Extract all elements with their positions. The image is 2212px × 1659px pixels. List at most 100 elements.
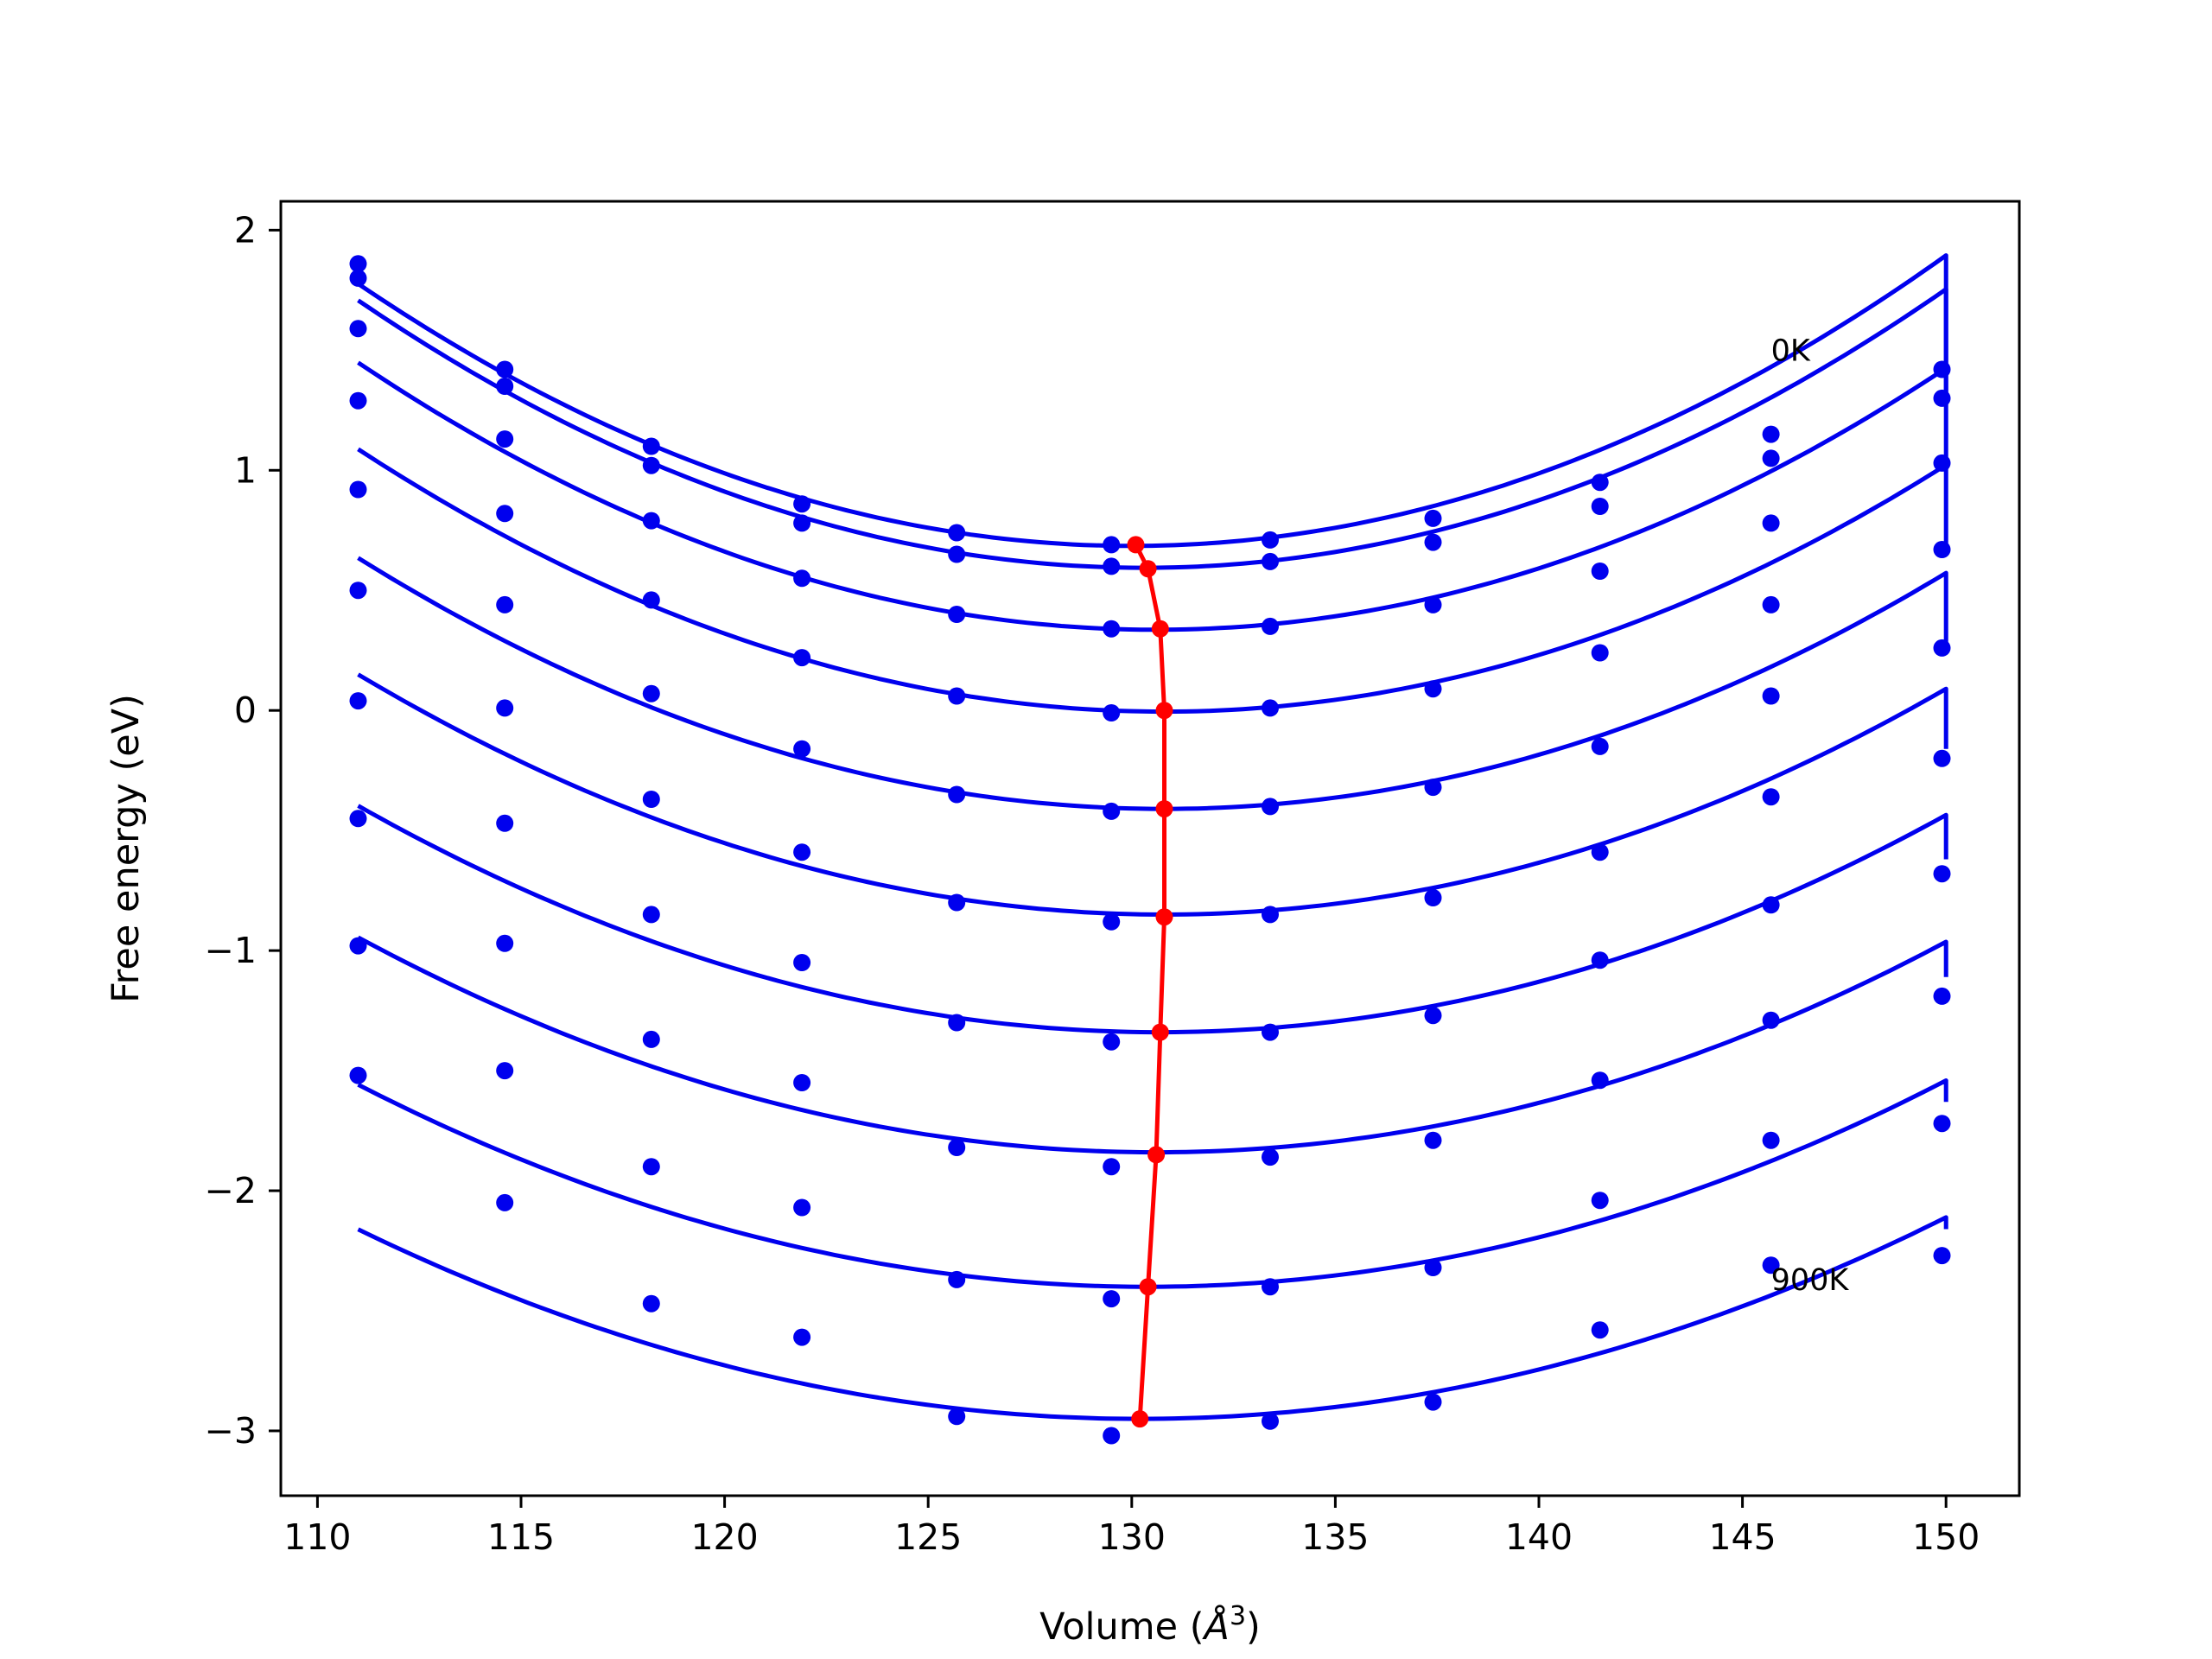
data-points: [349, 255, 1951, 1445]
data-point-s10-11: [1933, 1247, 1951, 1265]
data-point-s7-3: [642, 906, 660, 924]
minimum-point-5: [1155, 800, 1173, 818]
data-point-s2-4: [793, 514, 811, 532]
data-point-s10-6: [1103, 1427, 1121, 1445]
plot-area-frame: [279, 200, 2021, 1497]
minimum-point-2: [1139, 560, 1157, 578]
data-point-s5-10: [1762, 687, 1780, 705]
data-point-s10-1: [349, 1066, 367, 1084]
minimum-point-6: [1155, 908, 1173, 926]
data-point-s2-9: [1591, 498, 1609, 515]
fit-curve-7: [357, 804, 1948, 1035]
x-tick-label: 135: [1301, 1516, 1369, 1558]
data-point-s4-11: [1933, 541, 1951, 558]
data-point-s2-6: [1103, 557, 1121, 575]
data-point-s9-5: [948, 1270, 966, 1288]
data-point-s5-1: [349, 480, 367, 499]
minimum-point-3: [1151, 620, 1169, 638]
data-point-s6-9: [1591, 843, 1609, 861]
data-point-s10-2: [496, 1193, 514, 1211]
x-tick-label: 145: [1708, 1516, 1776, 1558]
x-axis-ticks: 110 115 120 125 130 135 140 145 150: [283, 1496, 1980, 1558]
data-point-s1-1: [349, 255, 367, 273]
data-point-s3-2: [496, 430, 514, 448]
annotation-label-1: 0K: [1771, 334, 1811, 368]
data-point-s5-11: [1933, 639, 1951, 657]
data-point-s3-8: [1424, 595, 1442, 613]
data-point-s5-7: [1262, 798, 1279, 816]
data-point-s5-8: [1424, 779, 1442, 797]
data-point-s6-5: [948, 893, 966, 912]
minima-line: [1127, 536, 1173, 1428]
x-tick-label: 140: [1505, 1516, 1573, 1558]
data-point-s8-6: [1103, 1158, 1121, 1176]
data-point-s2-1: [349, 269, 367, 287]
data-point-s2-10: [1762, 449, 1780, 467]
data-point-s3-1: [349, 320, 367, 338]
data-point-s4-4: [793, 649, 811, 667]
data-point-s2-5: [948, 545, 966, 563]
data-point-s3-11: [1933, 454, 1951, 472]
data-point-s9-2: [496, 1062, 514, 1080]
data-point-s6-10: [1762, 788, 1780, 806]
data-point-s4-1: [349, 391, 367, 410]
y-tick-label: 2: [234, 209, 257, 251]
data-point-s4-10: [1762, 595, 1780, 613]
annotations: 0K 900K: [1771, 334, 1850, 1298]
y-axis-label: Free energy (eV): [105, 694, 148, 1003]
data-point-s1-2: [496, 360, 514, 378]
data-point-s9-10: [1762, 1131, 1780, 1149]
minimum-point-9: [1139, 1278, 1157, 1296]
data-point-s7-8: [1424, 1007, 1442, 1025]
minima-path: [1134, 543, 1166, 1420]
data-point-s1-6: [1103, 536, 1121, 554]
data-point-s3-6: [1103, 620, 1121, 638]
minimum-point-8: [1147, 1146, 1166, 1164]
x-tick-label: 130: [1098, 1516, 1166, 1558]
data-point-s9-6: [1103, 1290, 1121, 1308]
x-tick-label: 115: [487, 1516, 555, 1558]
fit-curve-9: [357, 1078, 1948, 1289]
data-point-s2-3: [642, 456, 660, 474]
data-point-s8-10: [1762, 1011, 1780, 1029]
data-point-s9-11: [1933, 1115, 1951, 1133]
data-point-s8-4: [793, 1074, 811, 1091]
data-point-s6-1: [349, 582, 367, 600]
data-point-s1-9: [1591, 474, 1609, 492]
y-tick-label: −2: [205, 1170, 257, 1211]
y-tick-label: −1: [205, 930, 257, 971]
x-tick-label: 150: [1912, 1516, 1980, 1558]
fit-curve-2: [357, 287, 1948, 570]
data-point-s6-7: [1262, 906, 1279, 924]
y-tick-label: 1: [234, 449, 257, 491]
data-point-s3-10: [1762, 514, 1780, 532]
data-point-s4-3: [642, 591, 660, 609]
data-point-s6-4: [793, 843, 811, 861]
data-point-s6-6: [1103, 912, 1121, 931]
data-point-s3-7: [1262, 617, 1279, 635]
x-axis-label: Volume (Å3): [1039, 1601, 1261, 1649]
data-point-s7-10: [1762, 896, 1780, 914]
data-point-s5-3: [642, 684, 660, 702]
data-point-s6-3: [642, 791, 660, 808]
data-point-s7-4: [793, 954, 811, 971]
data-point-s3-3: [642, 512, 660, 530]
data-point-s7-5: [948, 1014, 966, 1032]
data-point-s8-7: [1262, 1148, 1279, 1166]
data-point-s8-11: [1933, 987, 1951, 1005]
y-tick-label: 0: [234, 690, 257, 731]
data-point-s5-2: [496, 595, 514, 613]
data-point-s7-11: [1933, 865, 1951, 883]
data-point-s1-11: [1933, 360, 1951, 378]
data-point-s7-6: [1103, 1033, 1121, 1051]
annotation-label-2: 900K: [1771, 1263, 1850, 1298]
data-point-s8-5: [948, 1139, 966, 1156]
data-point-s1-8: [1424, 509, 1442, 527]
data-point-s2-8: [1424, 533, 1442, 551]
data-point-s8-2: [496, 934, 514, 952]
x-tick-label: 125: [894, 1516, 962, 1558]
data-point-s7-9: [1591, 951, 1609, 969]
data-point-s9-9: [1591, 1192, 1609, 1210]
x-tick-label: 110: [283, 1516, 351, 1558]
y-tick-label: −3: [205, 1410, 257, 1452]
